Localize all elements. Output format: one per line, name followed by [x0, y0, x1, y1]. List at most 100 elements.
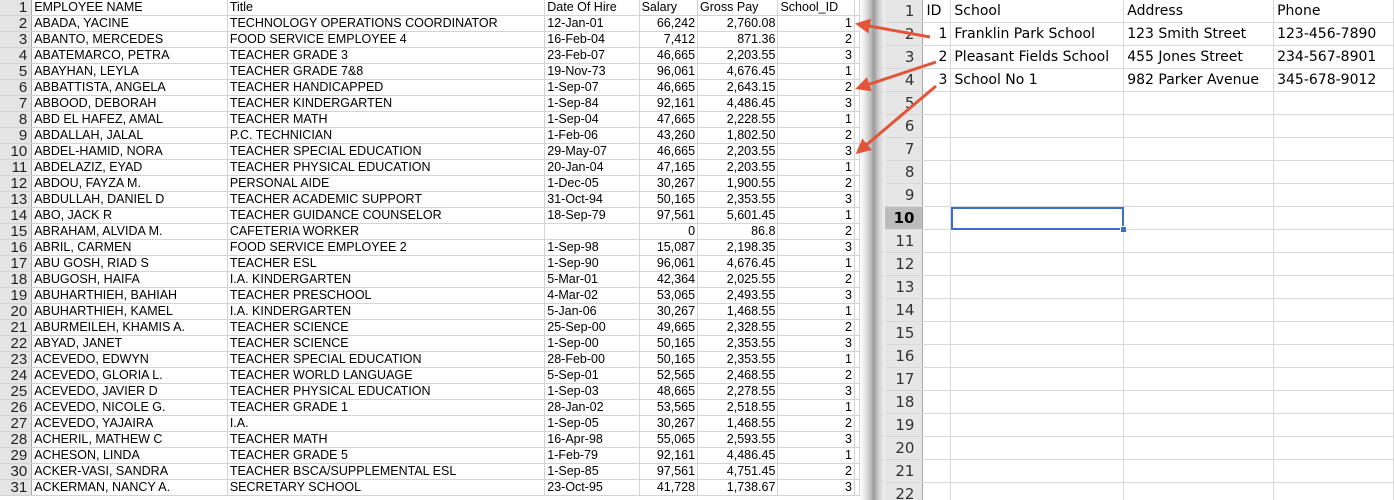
date-of-hire-cell[interactable]: 5-Jan-06: [544, 303, 640, 320]
employee-name-cell[interactable]: ABUGOSH, HAIFA: [31, 271, 228, 288]
empty-cell[interactable]: [854, 351, 860, 368]
phone-cell[interactable]: 234-567-8901: [1273, 45, 1394, 69]
date-of-hire-cell[interactable]: 1-Sep-84: [544, 95, 640, 112]
empty-cell[interactable]: [922, 275, 952, 299]
empty-cell[interactable]: [922, 160, 952, 184]
empty-cell[interactable]: [922, 367, 952, 391]
row-header[interactable]: 22: [885, 482, 924, 500]
header-address[interactable]: Address: [1123, 0, 1275, 23]
empty-cell[interactable]: [1273, 114, 1394, 138]
empty-cell[interactable]: [854, 271, 860, 288]
school-id-cell[interactable]: 3: [777, 95, 855, 112]
school-id-cell[interactable]: 1: [777, 207, 855, 224]
empty-cell[interactable]: [1273, 91, 1394, 115]
employee-name-cell[interactable]: ABDOU, FAYZA M.: [31, 175, 228, 192]
header-id[interactable]: ID: [922, 0, 952, 23]
empty-cell[interactable]: [922, 91, 952, 115]
gross-pay-cell[interactable]: 2,760.08: [697, 15, 779, 32]
title-cell[interactable]: I.A.: [227, 415, 546, 432]
employee-name-cell[interactable]: ABYAD, JANET: [31, 335, 228, 352]
gross-pay-cell[interactable]: 2,278.55: [697, 383, 779, 400]
salary-cell[interactable]: 97,561: [639, 207, 699, 224]
title-cell[interactable]: TEACHER GRADE 3: [227, 47, 546, 64]
gross-pay-cell[interactable]: 2,353.55: [697, 351, 779, 368]
empty-cell[interactable]: [854, 239, 860, 256]
id-cell[interactable]: 3: [922, 68, 952, 92]
row-header[interactable]: 29: [0, 447, 33, 464]
fill-handle[interactable]: [1119, 225, 1127, 233]
empty-cell[interactable]: [854, 255, 860, 272]
school-id-cell[interactable]: 3: [777, 143, 855, 160]
school-id-cell[interactable]: 2: [777, 415, 855, 432]
address-cell[interactable]: 455 Jones Street: [1123, 45, 1275, 69]
empty-cell[interactable]: [922, 482, 952, 500]
empty-cell[interactable]: [950, 482, 1125, 500]
row-header[interactable]: 26: [0, 399, 33, 416]
gross-pay-cell[interactable]: 2,203.55: [697, 159, 779, 176]
empty-cell[interactable]: [854, 191, 860, 208]
title-cell[interactable]: TECHNOLOGY OPERATIONS COORDINATOR: [227, 15, 546, 32]
gross-pay-cell[interactable]: 1,738.67: [697, 479, 779, 496]
empty-cell[interactable]: [854, 447, 860, 464]
employee-name-cell[interactable]: ACKERMAN, NANCY A.: [31, 479, 228, 496]
row-header[interactable]: 16: [0, 239, 33, 256]
address-cell[interactable]: 123 Smith Street: [1123, 22, 1275, 46]
empty-cell[interactable]: [854, 0, 860, 16]
gross-pay-cell[interactable]: 1,468.55: [697, 303, 779, 320]
row-header[interactable]: 3: [885, 45, 924, 69]
empty-cell[interactable]: [1123, 482, 1275, 500]
empty-cell[interactable]: [1123, 206, 1275, 230]
title-cell[interactable]: PERSONAL AIDE: [227, 175, 546, 192]
school-cell[interactable]: Franklin Park School: [950, 22, 1125, 46]
school-id-cell[interactable]: 1: [777, 255, 855, 272]
row-header[interactable]: 13: [0, 191, 33, 208]
header-school[interactable]: School: [950, 0, 1125, 23]
header-school-id[interactable]: School_ID: [777, 0, 855, 16]
header-title[interactable]: Title: [227, 0, 546, 16]
row-header[interactable]: 20: [885, 436, 924, 460]
employee-name-cell[interactable]: ABUHARTHIEH, BAHIAH: [31, 287, 228, 304]
date-of-hire-cell[interactable]: 1-Sep-05: [544, 415, 640, 432]
split-pane-divider[interactable]: [860, 0, 885, 500]
employee-name-cell[interactable]: ACEVEDO, JAVIER D: [31, 383, 228, 400]
empty-cell[interactable]: [922, 436, 952, 460]
school-id-cell[interactable]: 3: [777, 287, 855, 304]
date-of-hire-cell[interactable]: 12-Jan-01: [544, 15, 640, 32]
employee-name-cell[interactable]: ACEVEDO, NICOLE G.: [31, 399, 228, 416]
row-header[interactable]: 12: [0, 175, 33, 192]
empty-cell[interactable]: [1123, 160, 1275, 184]
row-header[interactable]: 2: [885, 22, 924, 46]
school-id-cell[interactable]: 1: [777, 159, 855, 176]
date-of-hire-cell[interactable]: [544, 223, 640, 240]
salary-cell[interactable]: 66,242: [639, 15, 699, 32]
empty-cell[interactable]: [922, 137, 952, 161]
empty-cell[interactable]: [950, 91, 1125, 115]
empty-cell[interactable]: [854, 63, 860, 80]
title-cell[interactable]: TEACHER GRADE 7&8: [227, 63, 546, 80]
header-employee-name[interactable]: EMPLOYEE NAME: [31, 0, 228, 16]
salary-cell[interactable]: 41,728: [639, 479, 699, 496]
empty-cell[interactable]: [854, 463, 860, 480]
salary-cell[interactable]: 47,165: [639, 159, 699, 176]
gross-pay-cell[interactable]: 86.8: [697, 223, 779, 240]
gross-pay-cell[interactable]: 2,198.35: [697, 239, 779, 256]
empty-cell[interactable]: [854, 127, 860, 144]
row-header[interactable]: 1: [0, 0, 33, 16]
salary-cell[interactable]: 48,665: [639, 383, 699, 400]
title-cell[interactable]: FOOD SERVICE EMPLOYEE 2: [227, 239, 546, 256]
gross-pay-cell[interactable]: 2,203.55: [697, 143, 779, 160]
date-of-hire-cell[interactable]: 1-Sep-90: [544, 255, 640, 272]
school-id-cell[interactable]: 2: [777, 175, 855, 192]
salary-cell[interactable]: 53,065: [639, 287, 699, 304]
empty-cell[interactable]: [854, 31, 860, 48]
empty-cell[interactable]: [1273, 206, 1394, 230]
empty-cell[interactable]: [854, 47, 860, 64]
gross-pay-cell[interactable]: 5,601.45: [697, 207, 779, 224]
row-header[interactable]: 24: [0, 367, 33, 384]
row-header[interactable]: 30: [0, 463, 33, 480]
date-of-hire-cell[interactable]: 4-Mar-02: [544, 287, 640, 304]
empty-cell[interactable]: [1273, 344, 1394, 368]
school-id-cell[interactable]: 1: [777, 15, 855, 32]
empty-cell[interactable]: [854, 287, 860, 304]
row-header[interactable]: 8: [885, 160, 924, 184]
